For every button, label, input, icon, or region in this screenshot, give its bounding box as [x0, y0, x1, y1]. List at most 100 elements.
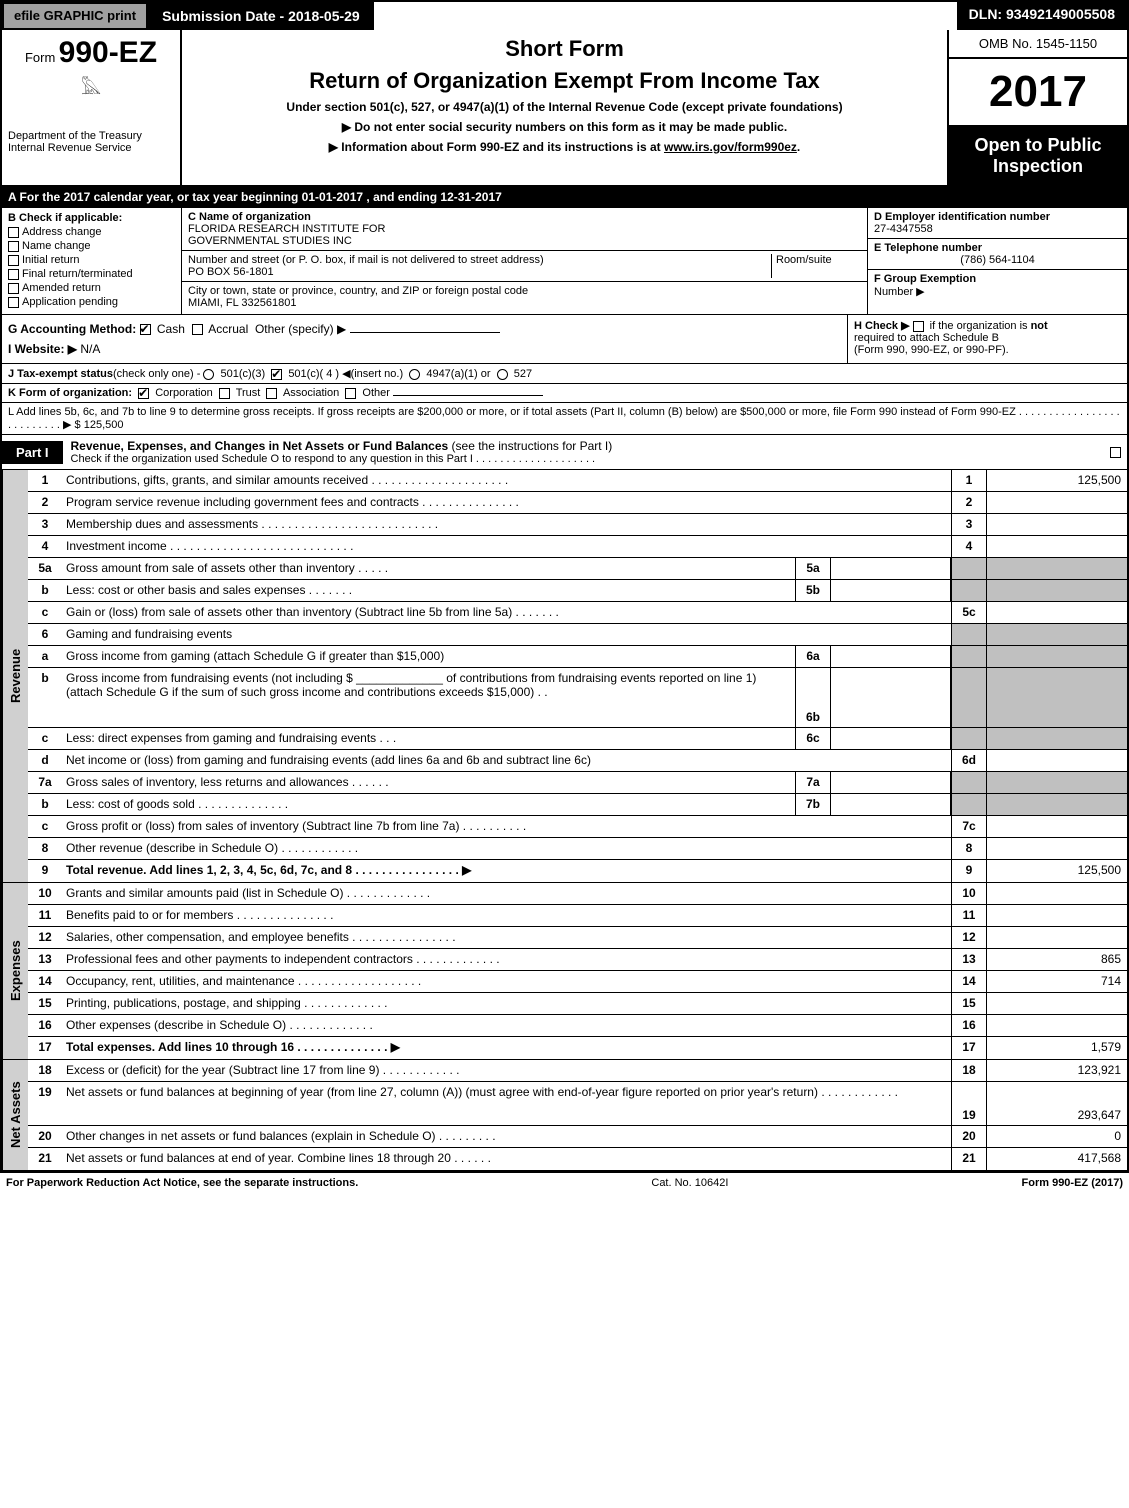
cb-final-return[interactable]: Final return/terminated	[8, 268, 175, 280]
cb-name-change[interactable]: Name change	[8, 240, 175, 252]
info-post: .	[797, 140, 800, 154]
paperwork-notice: For Paperwork Reduction Act Notice, see …	[6, 1177, 358, 1189]
ln: b	[28, 668, 62, 727]
line-15: 15 Printing, publications, postage, and …	[28, 993, 1127, 1015]
ln: 6	[28, 624, 62, 645]
cb-application-pending[interactable]: Application pending	[8, 296, 175, 308]
lrv-shade	[987, 646, 1127, 667]
i-lbl: I Website: ▶	[8, 342, 77, 356]
lrn: 8	[951, 838, 987, 859]
j-o3: 4947(a)(1) or	[426, 368, 490, 380]
ld: Net income or (loss) from gaming and fun…	[62, 750, 951, 771]
ld: Investment income . . . . . . . . . . . …	[62, 536, 951, 557]
cb-cash[interactable]	[140, 324, 151, 335]
ln: d	[28, 750, 62, 771]
under-section: Under section 501(c), 527, or 4947(a)(1)…	[194, 100, 935, 114]
omb-number: OMB No. 1545-1150	[949, 30, 1127, 59]
lrv	[987, 927, 1127, 948]
ln: b	[28, 794, 62, 815]
lmv	[831, 772, 951, 793]
expenses-section: Expenses 10 Grants and similar amounts p…	[2, 883, 1127, 1060]
tax-year-end: 12-31-2017	[440, 190, 501, 204]
lrv: 125,500	[987, 860, 1127, 882]
line-14: 14 Occupancy, rent, utilities, and maint…	[28, 971, 1127, 993]
revenue-tab: Revenue	[2, 470, 28, 882]
j-o2: 501(c)( 4 ) ◀(insert no.)	[288, 368, 403, 380]
cb-association[interactable]	[266, 388, 277, 399]
ln: a	[28, 646, 62, 667]
k-corp: Corporation	[155, 387, 212, 399]
lrv: 865	[987, 949, 1127, 970]
efile-print-button[interactable]: efile GRAPHIC print	[2, 2, 148, 30]
lrv	[987, 1015, 1127, 1036]
lmv	[831, 646, 951, 667]
ld: Net assets or fund balances at end of ye…	[62, 1148, 951, 1170]
h-lbl: H Check ▶	[854, 320, 910, 332]
l-value: 125,500	[84, 419, 124, 431]
lrn-shade	[951, 794, 987, 815]
ld: Gross profit or (loss) from sales of inv…	[62, 816, 951, 837]
line-9: 9 Total revenue. Add lines 1, 2, 3, 4, 5…	[28, 860, 1127, 882]
ld: Excess or (deficit) for the year (Subtra…	[62, 1060, 951, 1081]
lrv-shade	[987, 580, 1127, 601]
org-city-row: City or town, state or province, country…	[182, 282, 867, 312]
cb-address-change[interactable]: Address change	[8, 226, 175, 238]
line-18: 18 Excess or (deficit) for the year (Sub…	[28, 1060, 1127, 1082]
lmv	[831, 558, 951, 579]
ln: 1	[28, 470, 62, 491]
org-name-2: GOVERNMENTAL STUDIES INC	[188, 235, 861, 247]
submission-date-label: Submission Date - 2018-05-29	[148, 2, 374, 30]
cb-accrual[interactable]	[192, 324, 203, 335]
ld: Gross income from gaming (attach Schedul…	[62, 646, 795, 667]
g-other-input[interactable]	[350, 332, 500, 333]
lmn: 6c	[795, 728, 831, 749]
part-1-checkbox[interactable]	[1107, 445, 1127, 459]
lrn: 15	[951, 993, 987, 1014]
h-t2: required to attach Schedule B	[854, 332, 999, 344]
lrv: 417,568	[987, 1148, 1127, 1170]
g-cash: Cash	[157, 322, 185, 336]
k-assoc: Association	[283, 387, 339, 399]
rb-501c3[interactable]	[203, 369, 214, 380]
row-a-pre: A For the 2017 calendar year, or tax yea…	[8, 190, 302, 204]
h-t1: if the organization is	[930, 320, 1031, 332]
cb-trust[interactable]	[219, 388, 230, 399]
lrn: 11	[951, 905, 987, 926]
form-title: Return of Organization Exempt From Incom…	[194, 68, 935, 94]
lrn: 5c	[951, 602, 987, 623]
row-i-website: I Website: ▶ N/A	[8, 339, 841, 359]
cb-schedule-b[interactable]	[913, 321, 924, 332]
k-other-input[interactable]	[393, 395, 543, 396]
cb-lbl: Application pending	[22, 296, 118, 308]
lmn: 5b	[795, 580, 831, 601]
lrn-shade	[951, 772, 987, 793]
part-1-header: Part I Revenue, Expenses, and Changes in…	[2, 435, 1127, 470]
line-6d: d Net income or (loss) from gaming and f…	[28, 750, 1127, 772]
ld: Gain or (loss) from sale of assets other…	[62, 602, 951, 623]
cb-corporation[interactable]	[138, 388, 149, 399]
lrn: 4	[951, 536, 987, 557]
j-lbl: J Tax-exempt status	[8, 368, 113, 380]
group-ex-lbl: F Group Exemption	[874, 273, 976, 285]
ld: Grants and similar amounts paid (list in…	[62, 883, 951, 904]
lmv	[831, 668, 951, 727]
rb-4947[interactable]	[409, 369, 420, 380]
open2: Inspection	[953, 156, 1123, 177]
expenses-tab: Expenses	[2, 883, 28, 1059]
lrv	[987, 883, 1127, 904]
col-h-schedule-b: H Check ▶ if the organization is not req…	[847, 315, 1127, 363]
lmn: 7b	[795, 794, 831, 815]
rb-527[interactable]	[497, 369, 508, 380]
irs-link[interactable]: www.irs.gov/form990ez	[664, 140, 797, 154]
col-gi: G Accounting Method: Cash Accrual Other …	[2, 315, 847, 363]
cb-amended-return[interactable]: Amended return	[8, 282, 175, 294]
cb-other-org[interactable]	[345, 388, 356, 399]
rb-501c[interactable]	[271, 369, 282, 380]
org-city: MIAMI, FL 332561801	[188, 297, 861, 309]
ln: 9	[28, 860, 62, 882]
line-17: 17 Total expenses. Add lines 10 through …	[28, 1037, 1127, 1059]
lrn: 16	[951, 1015, 987, 1036]
ld: Benefits paid to or for members . . . . …	[62, 905, 951, 926]
cb-initial-return[interactable]: Initial return	[8, 254, 175, 266]
lrn: 2	[951, 492, 987, 513]
